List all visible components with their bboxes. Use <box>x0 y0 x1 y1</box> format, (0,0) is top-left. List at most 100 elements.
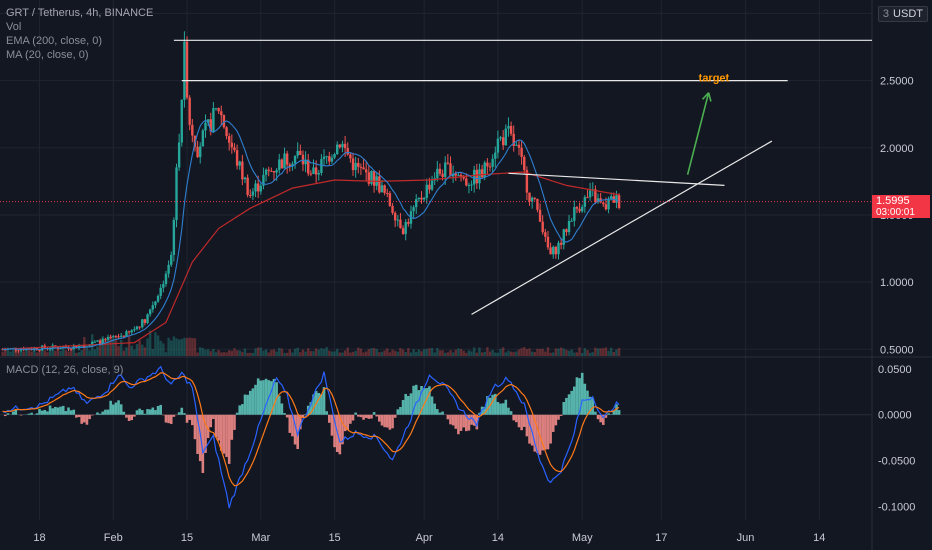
volume-bar <box>523 347 526 356</box>
candle-body <box>420 197 423 200</box>
macd-bar <box>536 414 539 454</box>
candle-body <box>499 137 502 139</box>
candle-body <box>459 174 463 177</box>
macd-bar <box>119 404 123 415</box>
macd-bar <box>209 414 213 428</box>
macd-bar <box>301 414 305 418</box>
volume-bar <box>246 352 249 356</box>
volume-label[interactable]: Vol <box>6 21 22 33</box>
candle-body <box>536 198 539 210</box>
volume-bar <box>288 349 291 356</box>
macd-bar <box>420 385 423 415</box>
volume-bar <box>304 351 307 356</box>
macd-bar <box>459 414 463 431</box>
candle-body <box>349 154 352 159</box>
volume-bar <box>117 346 120 356</box>
candle-body <box>83 345 86 348</box>
macd-bar <box>304 414 307 415</box>
candle-body <box>404 221 407 235</box>
currency-button[interactable]: 3 USDT <box>877 6 928 22</box>
macd-bar <box>446 414 450 420</box>
volume-bar <box>314 348 318 356</box>
volume-bar <box>225 352 228 356</box>
macd-bar <box>227 414 231 464</box>
macd-bar <box>272 378 276 415</box>
symbol-label[interactable]: GRT / Tetherus, 4h, BINANCE <box>6 7 154 19</box>
volume-bar <box>567 350 571 356</box>
volume-bar <box>296 347 299 356</box>
candle-body <box>604 204 608 210</box>
volume-bar <box>351 351 355 356</box>
volume-bar <box>188 337 191 356</box>
candle-body <box>199 146 202 158</box>
candle-body <box>285 153 289 165</box>
volume-bar <box>436 348 439 356</box>
macd-bar <box>127 414 131 421</box>
volume-bar <box>530 351 534 356</box>
candle-body <box>188 97 191 125</box>
volume-bar <box>449 350 452 356</box>
candle-body <box>472 169 476 185</box>
time-tick-label: 17 <box>655 532 667 544</box>
volume-bar <box>573 352 576 356</box>
ma-line <box>2 119 620 350</box>
volume-bar <box>552 352 555 356</box>
currency-label: USDT <box>893 8 923 20</box>
macd-bar <box>467 414 471 431</box>
candle-body <box>114 336 118 338</box>
macd-bar <box>567 394 571 415</box>
macd-bar <box>393 414 397 418</box>
macd-bar <box>501 403 505 415</box>
candle-body <box>367 172 371 184</box>
macd-bar <box>372 412 376 415</box>
volume-bar <box>475 352 479 356</box>
volume-bar <box>578 347 581 356</box>
candle-body <box>393 212 397 221</box>
volume-bar <box>159 340 162 356</box>
volume-bar <box>293 348 297 356</box>
candle-body <box>501 137 505 146</box>
volume-bar <box>114 339 118 356</box>
arrow-head <box>707 92 712 102</box>
time-tick-label: 15 <box>328 532 340 544</box>
candle-body <box>343 143 347 149</box>
candle-body <box>446 162 450 164</box>
volume-bar <box>35 352 39 356</box>
macd-bar <box>604 414 608 418</box>
volume-bar <box>243 348 247 356</box>
volume-bar <box>588 352 592 356</box>
macd-bar <box>185 414 189 423</box>
macd-bar <box>475 414 479 430</box>
candle-body <box>275 170 278 173</box>
volume-bar <box>430 347 434 356</box>
ema-label[interactable]: EMA (200, close, 0) <box>6 35 102 47</box>
macd-bar <box>148 409 152 415</box>
volume-bar <box>220 352 223 356</box>
volume-bar <box>80 350 83 356</box>
volume-bar <box>67 351 70 356</box>
candle-body <box>164 273 168 284</box>
macd-bar <box>375 414 379 417</box>
volume-bar <box>488 351 492 356</box>
macd-bar <box>217 414 220 441</box>
macd-legend[interactable]: MACD (12, 26, close, 9) <box>6 364 124 376</box>
candle-body <box>288 164 291 167</box>
macd-bar <box>140 410 144 415</box>
macd-bar <box>135 410 139 415</box>
volume-bar <box>517 349 521 356</box>
volume-bar <box>75 352 78 356</box>
candle-body <box>378 176 381 193</box>
macd-bar <box>396 409 400 415</box>
ma-label[interactable]: MA (20, close, 0) <box>6 49 89 61</box>
macd-bar <box>509 411 513 415</box>
macd-bar <box>483 406 487 415</box>
volume-bar <box>193 338 197 356</box>
macd-bar <box>43 409 47 415</box>
macd-bar <box>101 411 105 415</box>
volume-bar <box>69 348 73 356</box>
macd-bar <box>293 414 297 445</box>
time-tick-label: 18 <box>33 532 45 544</box>
macd-bar <box>425 388 429 415</box>
volume-bar <box>96 346 99 356</box>
